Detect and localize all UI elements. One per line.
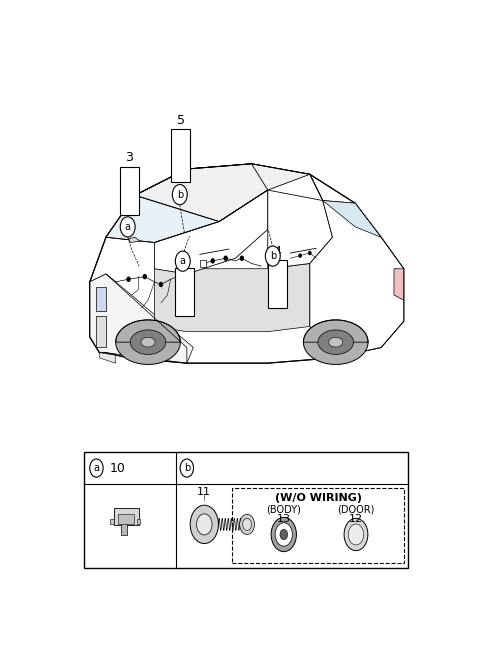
Circle shape bbox=[196, 514, 212, 535]
Text: a: a bbox=[180, 256, 186, 266]
Text: 2: 2 bbox=[180, 252, 188, 265]
Polygon shape bbox=[303, 320, 368, 364]
Bar bbox=[121, 521, 127, 535]
Polygon shape bbox=[318, 330, 354, 354]
Circle shape bbox=[127, 277, 130, 281]
Circle shape bbox=[175, 251, 190, 271]
Polygon shape bbox=[394, 269, 404, 300]
Polygon shape bbox=[155, 263, 310, 331]
Text: a: a bbox=[94, 463, 99, 473]
Bar bbox=[171, 129, 190, 182]
Polygon shape bbox=[90, 274, 129, 358]
Polygon shape bbox=[323, 200, 381, 237]
Circle shape bbox=[172, 185, 187, 204]
Bar bbox=[200, 261, 206, 267]
Text: (BODY): (BODY) bbox=[266, 504, 301, 515]
Text: 10: 10 bbox=[110, 462, 126, 475]
Polygon shape bbox=[96, 287, 106, 310]
Text: 5: 5 bbox=[177, 113, 184, 126]
Circle shape bbox=[275, 523, 292, 546]
Bar bbox=[118, 514, 134, 523]
Text: 11: 11 bbox=[197, 487, 211, 497]
Circle shape bbox=[144, 274, 146, 278]
Polygon shape bbox=[99, 352, 116, 363]
Bar bbox=[232, 489, 404, 563]
Text: b: b bbox=[184, 463, 190, 473]
Circle shape bbox=[180, 459, 193, 477]
Circle shape bbox=[159, 282, 162, 286]
Circle shape bbox=[190, 505, 218, 544]
Polygon shape bbox=[310, 200, 404, 358]
Polygon shape bbox=[141, 337, 155, 347]
Bar bbox=[267, 260, 287, 308]
Polygon shape bbox=[96, 316, 106, 347]
Circle shape bbox=[240, 514, 254, 534]
Bar bbox=[137, 519, 140, 525]
Polygon shape bbox=[268, 174, 333, 269]
Polygon shape bbox=[90, 274, 193, 363]
Polygon shape bbox=[90, 164, 404, 363]
Polygon shape bbox=[155, 190, 268, 274]
Polygon shape bbox=[329, 337, 343, 347]
Circle shape bbox=[271, 517, 297, 552]
Bar bbox=[120, 167, 139, 215]
Circle shape bbox=[120, 217, 135, 237]
Circle shape bbox=[344, 518, 368, 551]
Circle shape bbox=[348, 524, 364, 545]
Circle shape bbox=[211, 259, 214, 263]
Polygon shape bbox=[129, 237, 140, 242]
Polygon shape bbox=[135, 164, 323, 221]
Text: 4: 4 bbox=[273, 245, 281, 257]
Text: a: a bbox=[125, 222, 131, 232]
Bar bbox=[84, 452, 408, 568]
Polygon shape bbox=[106, 164, 268, 242]
Circle shape bbox=[176, 274, 179, 278]
Circle shape bbox=[265, 246, 280, 266]
Circle shape bbox=[299, 254, 301, 257]
Circle shape bbox=[240, 256, 243, 260]
Circle shape bbox=[309, 252, 311, 255]
Text: (DOOR): (DOOR) bbox=[337, 504, 375, 515]
Circle shape bbox=[280, 529, 288, 540]
Text: b: b bbox=[177, 189, 183, 200]
Circle shape bbox=[90, 459, 103, 477]
Text: 3: 3 bbox=[125, 151, 133, 164]
Text: 12: 12 bbox=[349, 514, 363, 523]
Text: 13: 13 bbox=[277, 514, 291, 523]
Bar bbox=[114, 508, 139, 525]
Circle shape bbox=[224, 256, 227, 260]
Polygon shape bbox=[116, 320, 180, 364]
Bar bbox=[175, 268, 194, 316]
Polygon shape bbox=[130, 330, 166, 354]
Text: (W/O WIRING): (W/O WIRING) bbox=[275, 493, 361, 504]
Text: b: b bbox=[270, 251, 276, 261]
Bar bbox=[110, 519, 114, 525]
Circle shape bbox=[242, 518, 252, 531]
